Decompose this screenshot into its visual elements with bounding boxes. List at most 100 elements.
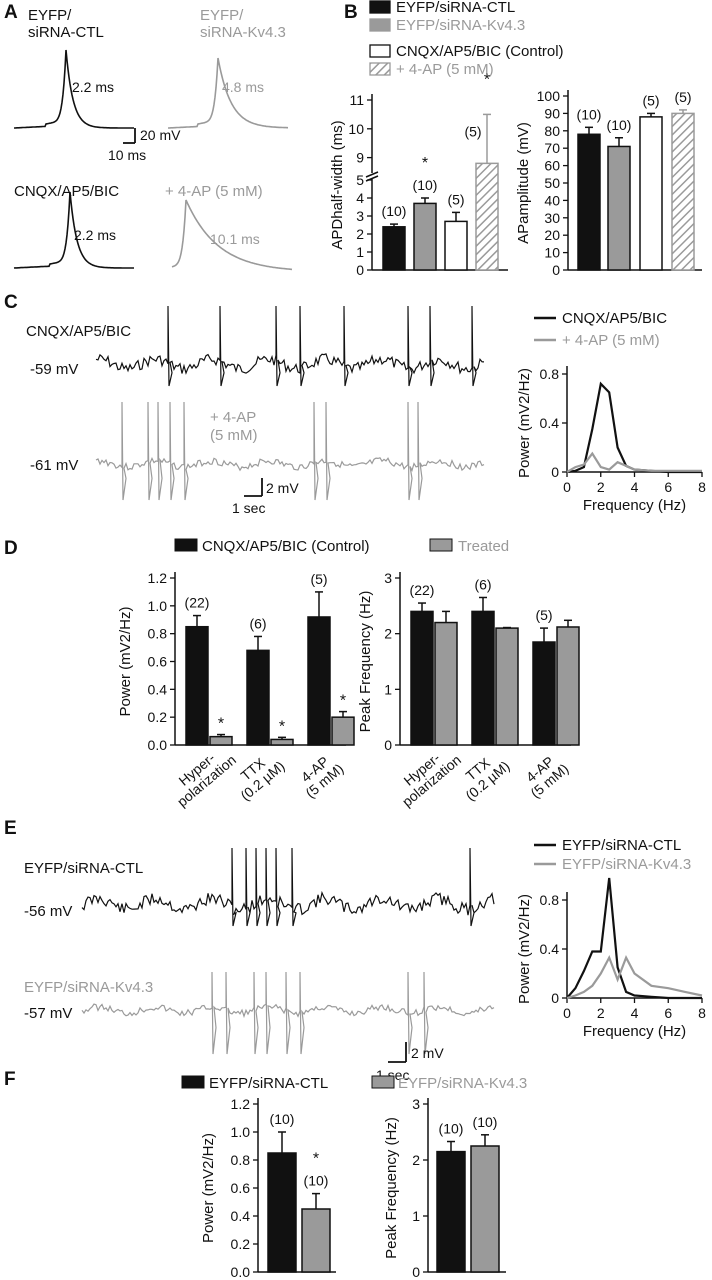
bar [413,202,437,271]
panel-label-A: A [4,2,18,23]
y-tick-label: 11 [349,92,364,108]
y-tick-label: 0.4 [540,415,560,431]
n-label: (10) [382,203,407,219]
n-label: (10) [473,1114,498,1130]
panel-label-D: D [4,538,18,559]
bar [444,220,468,271]
y-axis-label: Power (mV2/Hz) [516,894,533,1004]
bar [267,1152,297,1273]
ap-trace-ctl [14,49,134,129]
y-axis-label: Peak Frequency (Hz) [357,591,374,733]
bar [577,133,601,271]
category-label: 4-AP(5 mM) [518,749,572,801]
x-axis-label: Frequency (Hz) [583,1023,686,1040]
significance-star: * [313,1151,319,1168]
y-tick-label: 0.0 [231,1264,251,1280]
significance-star: * [279,718,285,735]
y-tick-label: 10 [348,121,364,137]
halfwidth-ctl: 2.2 ms [72,79,114,95]
y-tick-label: 3 [356,208,364,224]
significance-star: * [422,155,428,172]
y-tick-label: 0.8 [148,626,168,642]
y-tick-label: 1.0 [231,1124,251,1140]
y-tick-label: 3 [384,570,392,586]
panel-label-F: F [4,1069,16,1090]
y-tick-label: 80 [544,123,560,139]
y-tick-label: 1.0 [148,598,168,614]
scale-label-t: 10 ms [108,147,146,163]
bar [471,610,495,746]
bar [434,621,458,746]
y-tick-label: 1 [356,244,364,260]
y-tick-label: 0 [552,262,560,278]
x-tick-label: 2 [597,479,605,495]
bar [270,738,294,746]
significance-star: * [218,716,224,733]
x-tick-label: 8 [698,479,706,495]
trace-kv [81,971,495,1055]
n-label: (5) [447,191,464,207]
legend-swatch [369,18,391,32]
legend-swatch [174,538,198,552]
y-tick-label: 0.4 [148,681,168,697]
trace-voltage-top: -59 mV [30,361,78,378]
y-tick-label: 0.6 [231,1180,251,1196]
y-tick-label: 100 [537,88,561,104]
y-axis-label: Power (mV2/Hz) [117,606,134,716]
ap-trace-cnqx [13,191,134,269]
category-label: Hyper-polarization [389,740,464,810]
y-axis-label: APamplitude (mV) [515,122,532,244]
legend-swatch [181,1075,205,1089]
y-tick-label: 0.4 [231,1208,251,1224]
n-label: (10) [413,177,438,193]
bar [639,116,663,271]
legend-label: EYFP/siRNA-Kv4.3 [396,17,525,34]
bar [410,610,434,746]
halfwidth-cnqx: 2.2 ms [74,227,116,243]
n-label: (5) [642,92,659,108]
legend-label-1: EYFP/siRNA-Kv4.3 [562,856,691,873]
bar [185,625,209,746]
scale-label-v: 2 mV [411,1045,444,1061]
y-tick-label: 2 [412,1152,420,1168]
trace-label-top: CNQX/AP5/BIC [26,323,131,340]
significance-star: * [340,693,346,710]
n-label: (5) [464,123,481,139]
y-tick-label: 60 [544,158,560,174]
category-label: TTX(0.2 µM) [228,746,288,803]
halfwidth-4ap: 10.1 ms [210,231,260,247]
scale-label-v: 20 mV [140,127,181,143]
bar [532,641,556,746]
trace-ctl [81,847,495,927]
y-tick-label: 0 [356,262,364,278]
bar [331,716,355,746]
n-label: (6) [474,576,491,592]
n-label: (5) [310,571,327,587]
legend-label: Treated [458,538,509,555]
legend-swatch [369,0,391,14]
bar [436,1150,466,1273]
y-tick-label: 0 [384,737,392,753]
bar [556,626,580,746]
series-line-1 [566,954,703,1000]
y-tick-label: 0.2 [231,1236,251,1252]
y-tick-label: 30 [544,210,560,226]
scale-label-v: 2 mV [266,480,299,496]
legend-label: EYFP/siRNA-Kv4.3 [398,1075,527,1092]
x-tick-label: 4 [631,1005,639,1021]
y-tick-label: 9 [356,150,364,166]
legend-label-0: CNQX/AP5/BIC [562,310,667,327]
halfwidth-kv: 4.8 ms [222,79,264,95]
y-tick-label: 3 [412,1096,420,1112]
scale-label-t: 1 sec [232,500,265,516]
y-tick-label: 20 [544,227,560,243]
legend-swatch [371,1075,395,1089]
panel-label-E: E [4,818,17,839]
y-tick-label: 50 [544,175,560,191]
legend-swatch [429,538,453,552]
significance-star: * [484,71,490,88]
x-tick-label: 6 [664,479,672,495]
series-line-0 [566,877,702,1000]
y-tick-label: 5 [356,172,364,188]
x-tick-label: 6 [664,1005,672,1021]
